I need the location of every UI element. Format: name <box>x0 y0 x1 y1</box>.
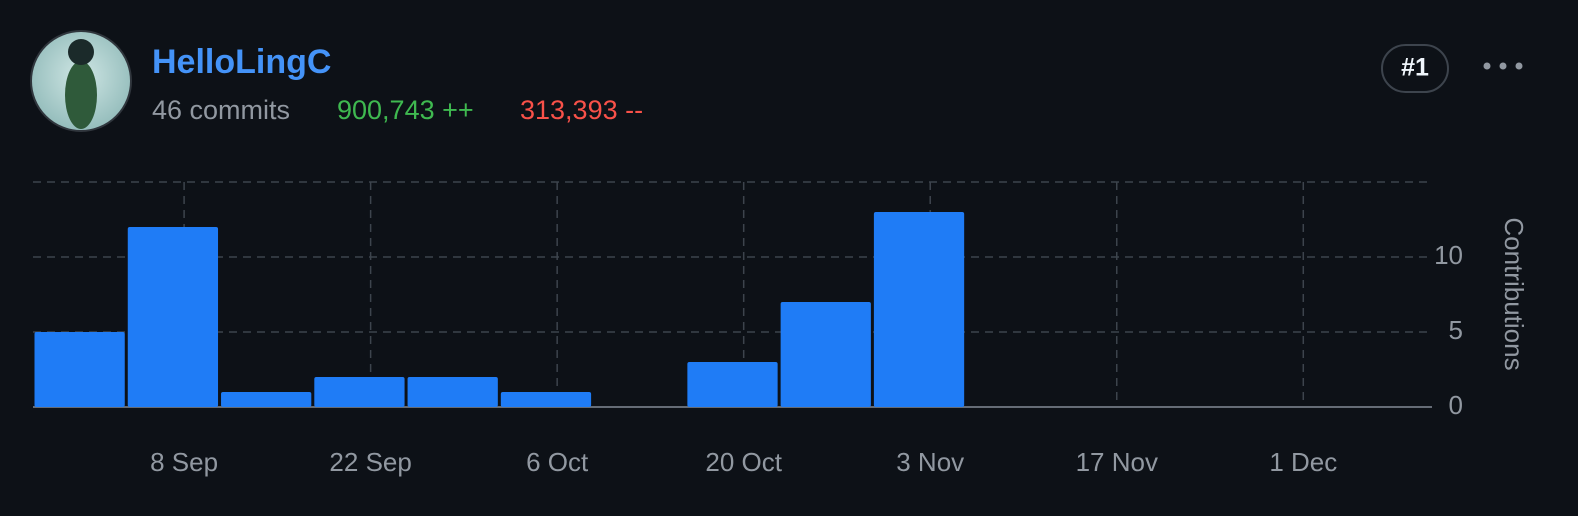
bar <box>221 392 312 407</box>
x-tick-label: 6 Oct <box>526 447 589 477</box>
x-tick-label: 17 Nov <box>1076 447 1158 477</box>
x-tick-label: 22 Sep <box>329 447 411 477</box>
bar <box>314 377 405 407</box>
bar <box>873 212 965 407</box>
more-menu[interactable] <box>1483 62 1523 70</box>
avatar-head <box>68 39 94 65</box>
x-tick-label: 3 Nov <box>896 447 964 477</box>
avatar-figure <box>65 61 97 129</box>
deletions: 313,393 -- <box>520 95 643 125</box>
bar <box>407 377 498 407</box>
y-axis-label: Contributions <box>1499 217 1529 370</box>
bar <box>687 362 778 407</box>
bar <box>34 332 125 407</box>
user-name[interactable]: HelloLingC <box>152 43 331 81</box>
y-tick-label: 5 <box>1449 315 1463 345</box>
additions: 900,743 ++ <box>337 95 474 125</box>
bar <box>780 302 871 407</box>
x-tick-label: 1 Dec <box>1269 447 1337 477</box>
rank-badge <box>1381 44 1449 93</box>
y-tick-label: 10 <box>1434 240 1463 270</box>
bar <box>500 392 592 407</box>
y-tick-label: 0 <box>1449 390 1463 420</box>
bar <box>127 227 219 407</box>
rank: #1 <box>1401 54 1429 82</box>
x-tick-label: 8 Sep <box>150 447 218 477</box>
x-tick-label: 20 Oct <box>705 447 782 477</box>
commit-count: 46 commits <box>152 95 290 125</box>
